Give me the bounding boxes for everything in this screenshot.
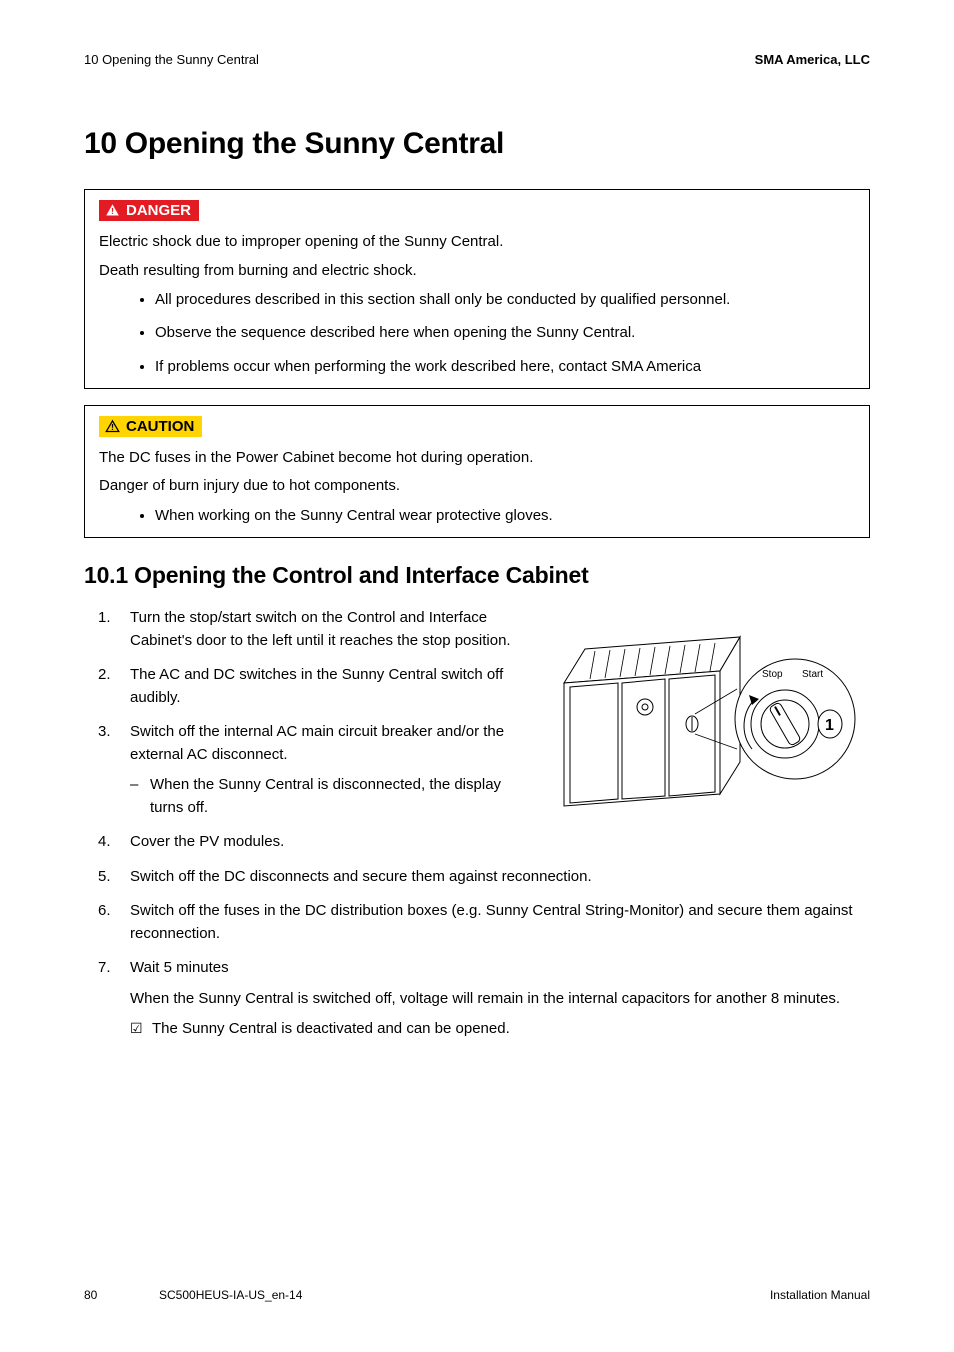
step-text: Wait 5 minutes — [130, 959, 229, 976]
step-4: Cover the PV modules. — [98, 831, 870, 854]
step-text: Turn the stop/start switch on the Contro… — [130, 609, 511, 649]
caution-bullets: When working on the Sunny Central wear p… — [99, 504, 855, 527]
danger-bullets: All procedures described in this section… — [99, 288, 855, 378]
doc-id: SC500HEUS-IA-US_en-14 — [159, 1288, 302, 1302]
warning-triangle-icon — [105, 419, 120, 434]
callout-number: 1 — [825, 717, 834, 734]
danger-callout: DANGER Electric shock due to improper op… — [84, 189, 870, 389]
step-3: Switch off the internal AC main circuit … — [98, 721, 522, 819]
page: 10 Opening the Sunny Central SMA America… — [0, 0, 954, 1352]
page-title: 10 Opening the Sunny Central — [84, 127, 870, 161]
danger-label: DANGER — [126, 202, 191, 219]
step-text: Switch off the fuses in the DC distribut… — [130, 902, 853, 942]
step-text: Switch off the DC disconnects and secure… — [130, 868, 592, 885]
danger-p2: Death resulting from burning and electri… — [99, 260, 855, 283]
ordered-steps: Turn the stop/start switch on the Contro… — [84, 607, 522, 819]
step-text: The AC and DC switches in the Sunny Cent… — [130, 666, 503, 706]
step-text: Switch off the internal AC main circuit … — [130, 723, 504, 763]
step-7: Wait 5 minutes When the Sunny Central is… — [98, 957, 870, 1041]
running-footer: 80 SC500HEUS-IA-US_en-14 Installation Ma… — [84, 1288, 870, 1302]
step-3-sub: When the Sunny Central is disconnected, … — [130, 774, 522, 819]
steps-column: Turn the stop/start switch on the Contro… — [84, 607, 522, 831]
list-item: All procedures described in this section… — [155, 288, 855, 311]
danger-badge: DANGER — [99, 200, 199, 221]
running-header: 10 Opening the Sunny Central SMA America… — [84, 52, 870, 67]
caution-callout: CAUTION The DC fuses in the Power Cabine… — [84, 405, 870, 538]
caution-p1: The DC fuses in the Power Cabinet become… — [99, 447, 855, 470]
cabinet-figure: Stop Start 1 — [540, 607, 870, 831]
list-item: When working on the Sunny Central wear p… — [155, 504, 855, 527]
warning-triangle-icon — [105, 203, 120, 218]
step-2: The AC and DC switches in the Sunny Cent… — [98, 664, 522, 709]
header-left: 10 Opening the Sunny Central — [84, 52, 259, 67]
step-7-p: When the Sunny Central is switched off, … — [130, 988, 870, 1011]
step-7-check: The Sunny Central is deactivated and can… — [130, 1018, 870, 1041]
doc-type: Installation Manual — [770, 1288, 870, 1302]
list-item: If problems occur when performing the wo… — [155, 355, 855, 378]
step-5: Switch off the DC disconnects and secure… — [98, 866, 870, 889]
header-right: SMA America, LLC — [755, 52, 870, 67]
step-1: Turn the stop/start switch on the Contro… — [98, 607, 522, 652]
caution-label: CAUTION — [126, 418, 194, 435]
list-item: Observe the sequence described here when… — [155, 321, 855, 344]
start-label: Start — [802, 669, 823, 680]
section-heading: 10.1 Opening the Control and Interface C… — [84, 562, 870, 589]
page-number: 80 — [84, 1288, 97, 1302]
cabinet-illustration: Stop Start 1 — [540, 609, 870, 819]
caution-p2: Danger of burn injury due to hot compone… — [99, 475, 855, 498]
step-text: Cover the PV modules. — [130, 833, 284, 850]
step-6: Switch off the fuses in the DC distribut… — [98, 900, 870, 945]
caution-badge: CAUTION — [99, 416, 202, 437]
stop-label: Stop — [762, 669, 783, 680]
steps-and-figure: Turn the stop/start switch on the Contro… — [84, 607, 870, 831]
danger-p1: Electric shock due to improper opening o… — [99, 231, 855, 254]
ordered-steps-cont: Cover the PV modules. Switch off the DC … — [84, 831, 870, 1041]
